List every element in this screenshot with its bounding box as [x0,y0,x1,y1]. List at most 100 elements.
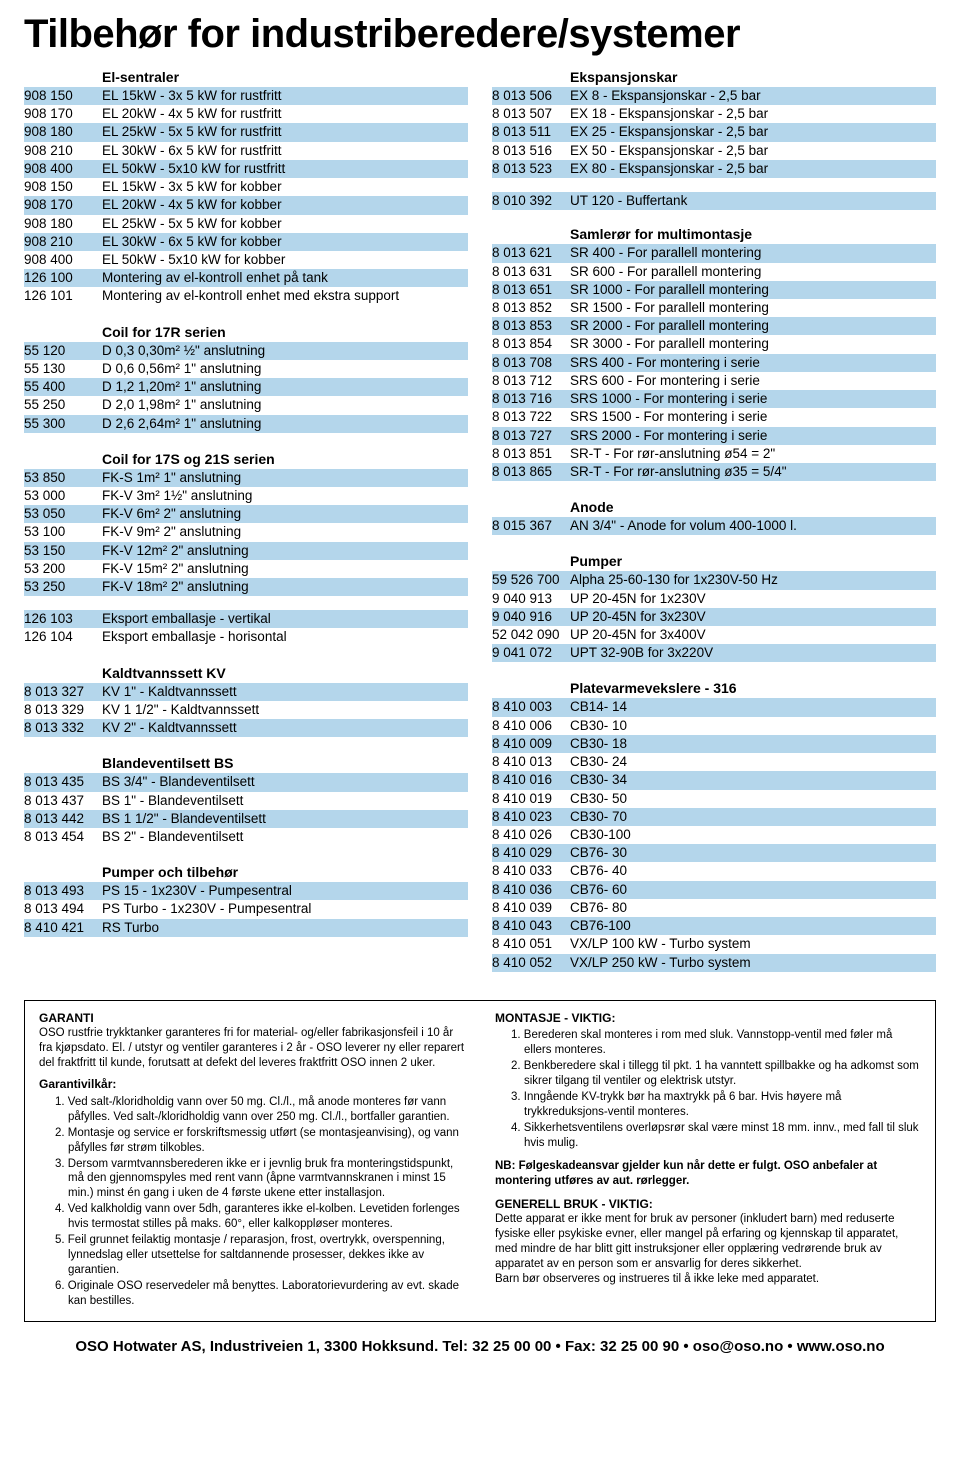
table-row: 55 130D 0,6 0,56m² 1" anslutning [24,360,468,378]
product-desc: FK-V 18m² 2" anslutning [102,578,468,596]
table-row: 8 013 851SR-T - For rør-anslutning ø54 =… [492,445,936,463]
table-row: 8 013 854SR 3000 - For parallell monteri… [492,335,936,353]
product-code: 126 103 [24,610,102,628]
table-row: 126 103Eksport emballasje - vertikal [24,610,468,628]
product-desc: D 2,6 2,64m² 1" anslutning [102,415,468,433]
montasje-item: 2. Benkberedere skal i tillegg til pkt. … [511,1059,921,1089]
table-row: 8 013 852SR 1500 - For parallell monteri… [492,299,936,317]
table-row: 8 410 016CB30- 34 [492,771,936,789]
table-row: 55 250D 2,0 1,98m² 1" anslutning [24,396,468,414]
product-desc: Eksport emballasje - horisontal [102,628,468,646]
product-desc: SR 1500 - For parallell montering [570,299,936,317]
product-code: 53 100 [24,523,102,541]
product-desc: BS 1 1/2" - Blandeventilsett [102,810,468,828]
product-desc: VX/LP 100 kW - Turbo system [570,935,936,953]
product-desc: BS 3/4" - Blandeventilsett [102,773,468,791]
table-row: 8 013 651SR 1000 - For parallell monteri… [492,281,936,299]
section-header: Kaldtvannssett KV [24,663,468,683]
product-code: 908 150 [24,87,102,105]
footer: OSO Hotwater AS, Industriveien 1, 3300 H… [0,1332,960,1365]
section-header: Pumper och tilbehør [24,862,468,882]
table-row: 8 410 052VX/LP 250 kW - Turbo system [492,954,936,972]
product-code: 8 013 712 [492,372,570,390]
product-desc: EX 80 - Ekspansjonskar - 2,5 bar [570,160,936,178]
product-code: 8 013 327 [24,683,102,701]
product-desc: FK-V 15m² 2" anslutning [102,560,468,578]
product-desc: CB30- 10 [570,717,936,735]
product-desc: CB30- 18 [570,735,936,753]
montasje-item: 1. Berederen skal monteres i rom med slu… [511,1028,921,1058]
table-row: 8 013 442BS 1 1/2" - Blandeventilsett [24,810,468,828]
generell-text2: Barn bør observeres og instrueres til å … [495,1272,921,1287]
product-desc: KV 2" - Kaldtvannssett [102,719,468,737]
product-desc: SRS 600 - For montering i serie [570,372,936,390]
table-row: 55 300D 2,6 2,64m² 1" anslutning [24,415,468,433]
table-row: 908 150EL 15kW - 3x 5 kW for kobber [24,178,468,196]
product-desc: EL 15kW - 3x 5 kW for kobber [102,178,468,196]
product-code: 8 410 006 [492,717,570,735]
section-header: Anode [492,497,936,517]
product-code: 908 170 [24,196,102,214]
product-desc: CB30- 70 [570,808,936,826]
product-desc: BS 1" - Blandeventilsett [102,792,468,810]
table-row: 53 850FK-S 1m² 1" anslutning [24,469,468,487]
product-code: 8 410 003 [492,698,570,716]
product-code: 8 410 029 [492,844,570,862]
table-row: 8 013 494PS Turbo - 1x230V - Pumpesentra… [24,900,468,918]
product-code: 8 013 621 [492,244,570,262]
product-desc: D 2,0 1,98m² 1" anslutning [102,396,468,414]
product-code: 8 410 013 [492,753,570,771]
table-row: 8 410 051VX/LP 100 kW - Turbo system [492,935,936,953]
product-code: 8 013 853 [492,317,570,335]
table-row: 53 000FK-V 3m² 1½" anslutning [24,487,468,505]
product-desc: CB14- 14 [570,698,936,716]
product-code: 8 410 033 [492,862,570,880]
product-code: 8 013 523 [492,160,570,178]
table-row: 8 013 507EX 18 - Ekspansjonskar - 2,5 ba… [492,105,936,123]
product-code: 908 400 [24,160,102,178]
table-row: 908 210EL 30kW - 6x 5 kW for rustfritt [24,142,468,160]
table-row: 8 013 435BS 3/4" - Blandeventilsett [24,773,468,791]
table-row: 8 410 009CB30- 18 [492,735,936,753]
table-row: 8 410 006CB30- 10 [492,717,936,735]
product-code: 8 410 051 [492,935,570,953]
garanti-vilkar-item: 6. Originale OSO reservedeler må benytte… [55,1279,465,1309]
product-desc: FK-V 12m² 2" anslutning [102,542,468,560]
product-code: 9 040 913 [492,590,570,608]
garanti-heading: GARANTI [39,1011,465,1027]
product-code: 8 013 493 [24,882,102,900]
product-desc: EL 30kW - 6x 5 kW for kobber [102,233,468,251]
product-code: 908 180 [24,215,102,233]
product-code: 8 013 442 [24,810,102,828]
product-code: 53 150 [24,542,102,560]
product-code: 8 010 392 [492,192,570,210]
table-row: 8 013 727SRS 2000 - For montering i seri… [492,427,936,445]
product-code: 8 410 016 [492,771,570,789]
table-row: 8 410 033CB76- 40 [492,862,936,880]
product-code: 8 410 019 [492,790,570,808]
product-code: 8 410 052 [492,954,570,972]
product-desc: SR 2000 - For parallell montering [570,317,936,335]
product-desc: RS Turbo [102,919,468,937]
product-desc: CB30- 24 [570,753,936,771]
product-code: 55 300 [24,415,102,433]
table-row: 53 100FK-V 9m² 2" anslutning [24,523,468,541]
product-desc: EL 25kW - 5x 5 kW for rustfritt [102,123,468,141]
product-code: 8 410 421 [24,919,102,937]
product-desc: FK-V 6m² 2" anslutning [102,505,468,523]
table-row: 53 150FK-V 12m² 2" anslutning [24,542,468,560]
product-code: 8 015 367 [492,517,570,535]
product-desc: EX 50 - Ekspansjonskar - 2,5 bar [570,142,936,160]
product-desc: CB76- 60 [570,881,936,899]
table-row: 9 041 072UPT 32-90B for 3x220V [492,644,936,662]
product-desc: Montering av el-kontroll enhet med ekstr… [102,287,468,305]
page-title: Tilbehør for industriberedere/systemer [24,12,936,57]
montasje-nb: NB: Følgeskadeansvar gjelder kun når det… [495,1159,921,1189]
table-row: 8 410 036CB76- 60 [492,881,936,899]
product-code: 53 200 [24,560,102,578]
table-row: 8 013 712SRS 600 - For montering i serie [492,372,936,390]
table-row: 8 013 853SR 2000 - For parallell monteri… [492,317,936,335]
product-code: 55 120 [24,342,102,360]
table-row: 126 100Montering av el-kontroll enhet på… [24,269,468,287]
product-desc: D 0,3 0,30m² ½" anslutning [102,342,468,360]
